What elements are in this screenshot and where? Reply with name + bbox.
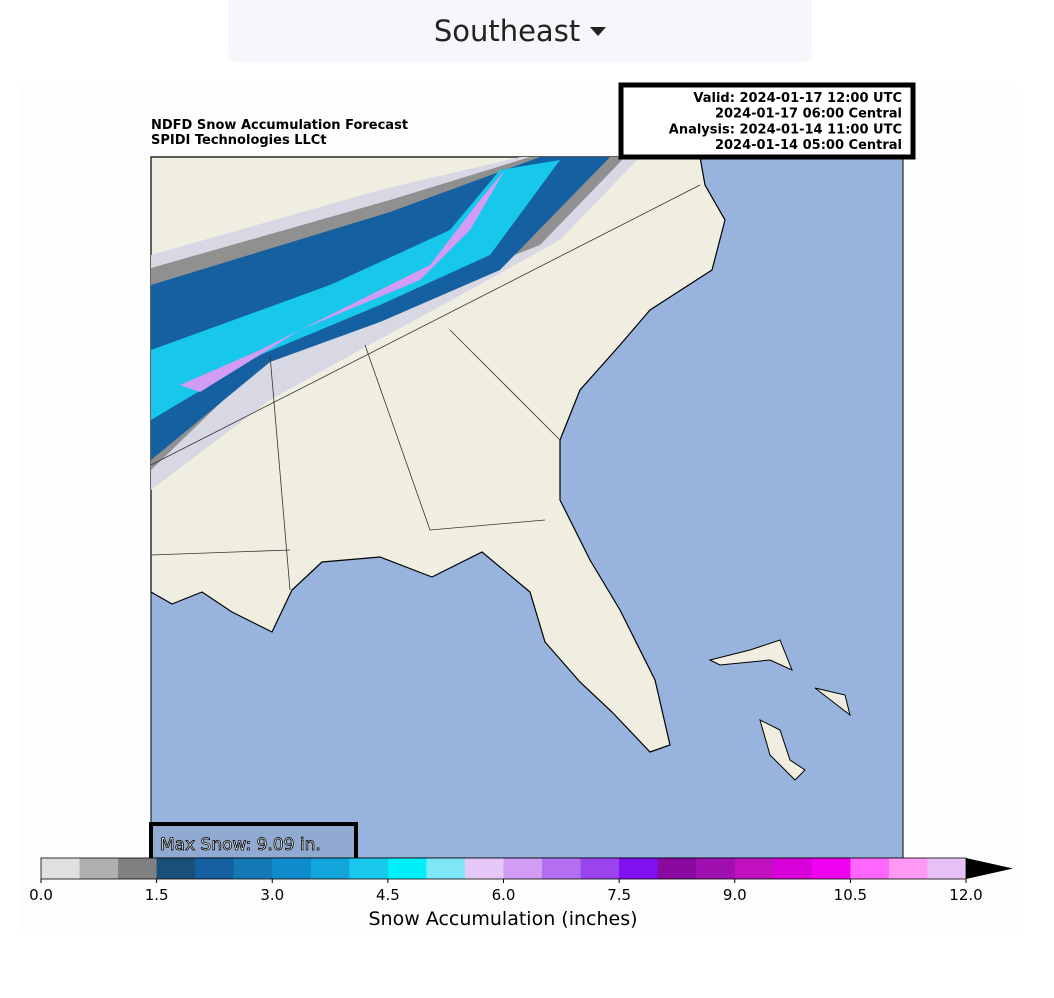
colorbar-segment [426, 858, 466, 879]
colorbar-tick-label: 7.5 [607, 886, 631, 904]
map-subtitle: SPIDI Technologies LLCt [151, 133, 327, 148]
state-lines [150, 184, 701, 591]
colorbar-segment [310, 858, 350, 879]
colorbar-tick-label: 6.0 [492, 886, 516, 904]
colorbar-segment [118, 858, 158, 879]
colorbar-tick-label: 0.0 [29, 886, 53, 904]
colorbar-segment [811, 858, 851, 879]
caret [590, 26, 607, 36]
valid-line: Valid: 2024-01-17 12:00 UTC [693, 91, 902, 106]
colorbar-segment [619, 858, 659, 879]
colorbar-extend [966, 858, 1013, 879]
bahamas [708, 639, 851, 781]
colorbar-segment [387, 858, 427, 879]
valid-line: 2024-01-17 06:00 Central [715, 107, 902, 122]
colorbar-tick-label: 12.0 [949, 886, 982, 904]
colorbar-segment [542, 858, 582, 879]
colorbar-segment [41, 858, 81, 879]
colorbar-segment [464, 858, 504, 879]
colorbar-tick-label: 1.5 [145, 886, 169, 904]
region-dropdown[interactable]: Southeast [228, 0, 812, 62]
max-snow: Max Snow: 9.09 in. [160, 835, 321, 855]
colorbar-segment [349, 858, 389, 879]
dropdown-label: Southeast [433, 14, 581, 48]
colorbar-segment [272, 858, 312, 879]
colorbar-tick-label: 3.0 [260, 886, 284, 904]
map-title: NDFD Snow Accumulation Forecast [151, 118, 408, 133]
colorbar-segment [195, 858, 235, 879]
valid-box [618, 82, 916, 160]
colorbar-segment [580, 858, 620, 879]
valid-line: 2024-01-14 05:00 Central [715, 138, 902, 153]
colorbar-segment [927, 858, 967, 879]
colorbar-tick-label: 10.5 [834, 886, 867, 904]
colorbar-segment [657, 858, 697, 879]
colorbar-segment [156, 858, 196, 879]
colorbar-segment [734, 858, 774, 879]
colorbar-segment [503, 858, 543, 879]
colorbar-segment [79, 858, 119, 879]
colorbar-tick-label: 9.0 [723, 886, 747, 904]
valid-line: Analysis: 2024-01-14 11:00 UTC [669, 122, 902, 137]
colorbar-segment [888, 858, 928, 879]
colorbar-segment [696, 858, 736, 879]
colorbar-tick-label: 4.5 [376, 886, 400, 904]
colorbar-segment [233, 858, 273, 879]
colorbar-segment [850, 858, 890, 879]
colorbar-segment [773, 858, 813, 879]
colorbar: 0.0 1.5 3.0 4.5 6.0 7.5 9.0 10.5 12.0 [29, 857, 1013, 904]
colorbar-label: Snow Accumulation (inches) [368, 908, 637, 930]
